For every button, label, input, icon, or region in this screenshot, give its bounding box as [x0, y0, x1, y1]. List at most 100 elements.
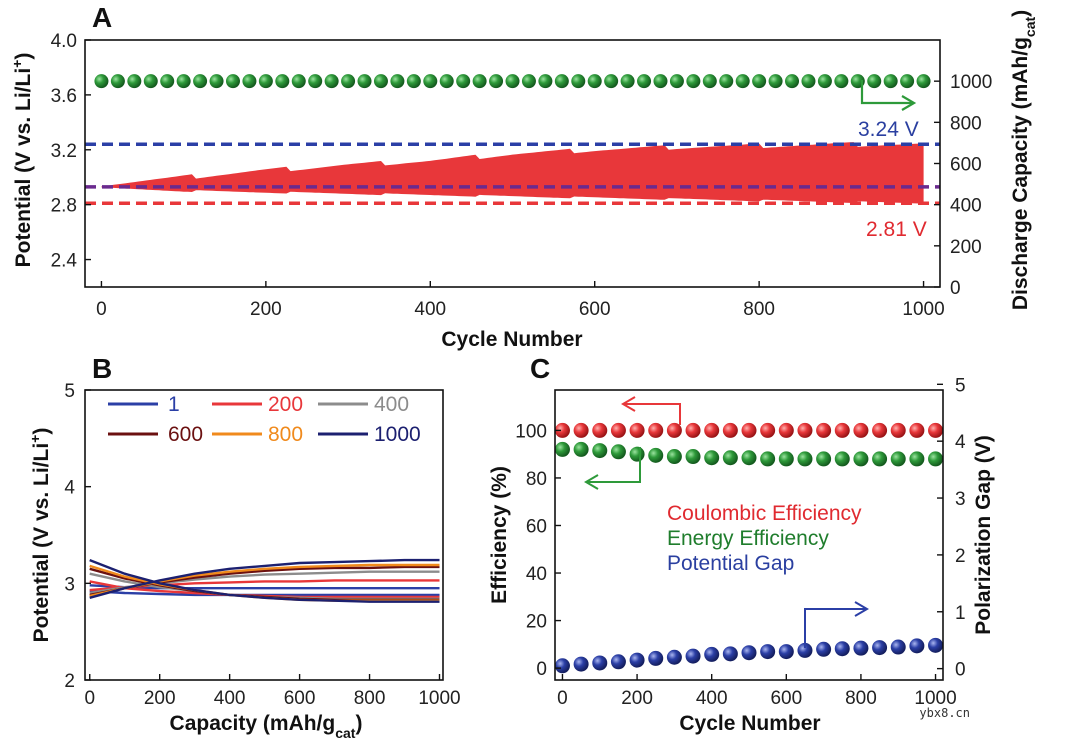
- x-axis-ticks: 0 200 400 600 800 1000: [96, 281, 945, 320]
- y-tick-label: 400: [950, 196, 982, 217]
- y-tick-label: 40: [526, 564, 547, 585]
- potential-gap-point: [629, 652, 645, 668]
- coulombic-efficiency-point: [610, 422, 626, 438]
- potential-gap-point: [666, 649, 682, 665]
- capacity-point: [242, 74, 257, 89]
- energy-efficiency-point: [872, 451, 888, 467]
- right-y-axis-ticks: 0 1 2 3 4 5: [937, 375, 966, 681]
- capacity-point: [390, 74, 405, 89]
- voltage-profiles: [89, 558, 440, 603]
- coulombic-efficiency-point: [685, 422, 701, 438]
- coulombic-efficiency-point: [666, 422, 682, 438]
- y-tick-label: 4: [64, 478, 75, 499]
- left-y-axis-title: Efficiency (%): [488, 466, 511, 604]
- capacity-point: [456, 74, 471, 89]
- legend-label: 800: [268, 423, 303, 446]
- profile-1000-discharge: [89, 558, 440, 603]
- coulombic-efficiency-point: [722, 422, 738, 438]
- capacity-point: [472, 74, 487, 89]
- x-axis-ticks: 0 200 400 600 800 1000: [557, 674, 957, 709]
- x-tick-label: 400: [414, 299, 446, 320]
- capacity-point: [308, 74, 323, 89]
- left-y-axis-ticks: 0 20 40 60 80 100: [515, 421, 561, 680]
- profile-1000-charge: [89, 558, 440, 599]
- y-tick-label: 1: [955, 603, 966, 624]
- energy-efficiency-point: [722, 450, 738, 466]
- potential-gap-point: [685, 648, 701, 664]
- x-tick-label: 1000: [902, 299, 944, 320]
- panel-b: B 1 200 400 600 800 1000 0 200 400 600 800 1000 2 3…: [27, 353, 461, 741]
- capacity-point: [801, 74, 816, 89]
- discharge-capacity-series: [94, 74, 931, 89]
- panel-c-label: C: [530, 353, 550, 384]
- panel-a: A 3.24 V 2.81 V 0 200 400 600 800 1000 2.4 2.8…: [9, 2, 1038, 351]
- energy-efficiency-arrow: [584, 447, 641, 490]
- potential-gap-point: [778, 644, 794, 660]
- potential-gap-point: [909, 638, 925, 654]
- x-tick-label: 600: [770, 688, 802, 709]
- y-tick-label: 2.4: [51, 251, 78, 272]
- coulombic-efficiency-point: [704, 422, 720, 438]
- left-y-axis-title: Potential (V vs. Li/Li+): [9, 53, 35, 268]
- coulombic-efficiency-point: [629, 422, 645, 438]
- y-tick-label: 0: [536, 659, 547, 680]
- y-tick-label: 0: [950, 278, 961, 299]
- x-tick-label: 800: [845, 688, 877, 709]
- x-tick-label: 600: [284, 688, 316, 709]
- y-axis-title: Potential (V vs. Li/Li+): [27, 428, 53, 643]
- potential-gap-point: [704, 646, 720, 662]
- y-tick-label: 3.6: [51, 86, 77, 107]
- capacity-point: [193, 74, 208, 89]
- capacity-point: [686, 74, 701, 89]
- y-tick-label: 4.0: [51, 31, 77, 52]
- capacity-point: [637, 74, 652, 89]
- y-tick-label: 1000: [950, 72, 992, 93]
- energy-efficiency-point: [816, 451, 832, 467]
- capacity-point: [916, 74, 931, 89]
- energy-efficiency-point: [890, 451, 906, 467]
- coulombic-efficiency-point: [648, 422, 664, 438]
- capacity-point: [160, 74, 175, 89]
- x-axis-title: Capacity (mAh/gcat): [170, 712, 363, 741]
- panel-b-label: B: [92, 353, 112, 384]
- right-y-axis-ticks: 0 200 400 600 800 1000: [934, 72, 992, 299]
- energy-efficiency-point: [573, 441, 589, 457]
- capacity-point: [439, 74, 454, 89]
- energy-efficiency-point: [685, 449, 701, 465]
- potential-gap-point: [797, 642, 813, 658]
- potential-gap-point: [592, 655, 608, 671]
- capacity-point: [225, 74, 240, 89]
- capacity-point: [620, 74, 635, 89]
- left-y-axis-ticks: 2.4 2.8 3.2 3.6 4.0: [51, 31, 91, 272]
- capacity-point: [505, 74, 520, 89]
- potential-gap-point: [890, 639, 906, 655]
- x-tick-label: 0: [84, 688, 95, 709]
- x-axis-ticks: 0 200 400 600 800 1000: [84, 674, 461, 709]
- y-axis-ticks: 2 3 4 5: [64, 381, 91, 692]
- profile-1-charge: [89, 584, 440, 590]
- legend-potential-gap: Potential Gap: [667, 552, 794, 575]
- energy-efficiency-point: [834, 451, 850, 467]
- coulombic-efficiency-point: [573, 422, 589, 438]
- potential-gap-point: [928, 637, 944, 653]
- x-tick-label: 0: [557, 688, 568, 709]
- energy-efficiency-point: [928, 451, 944, 467]
- panel-a-label: A: [92, 2, 112, 33]
- coulombic-efficiency-point: [797, 422, 813, 438]
- energy-efficiency-point: [853, 451, 869, 467]
- coulombic-efficiency-point: [834, 422, 850, 438]
- x-tick-label: 800: [743, 299, 775, 320]
- watermark: ybx8.cn: [919, 706, 970, 720]
- legend-label: 400: [374, 393, 409, 416]
- legend-label: 1: [168, 393, 180, 416]
- coulombic-efficiency-point: [816, 422, 832, 438]
- capacity-point: [719, 74, 734, 89]
- y-tick-label: 4: [955, 432, 966, 453]
- capacity-point: [406, 74, 421, 89]
- plot-frame: [554, 389, 944, 681]
- y-tick-label: 100: [515, 421, 547, 442]
- coulombic-efficiency-point: [760, 422, 776, 438]
- x-tick-label: 800: [354, 688, 386, 709]
- potential-gap-point: [816, 641, 832, 657]
